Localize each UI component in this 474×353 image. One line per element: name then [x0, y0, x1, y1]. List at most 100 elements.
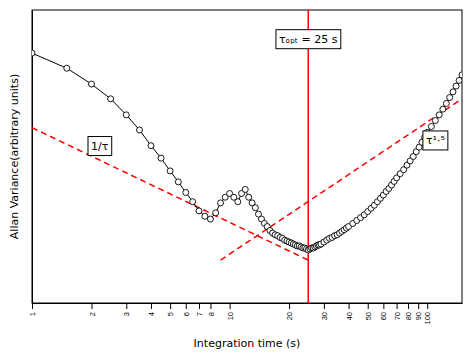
x-tick: 4 — [147, 303, 156, 316]
annotation-box — [276, 30, 341, 49]
x-tick-mark — [91, 303, 92, 309]
x-tick-mark — [210, 303, 211, 309]
x-tick-label: 80 — [404, 312, 413, 320]
annotation: τ¹·⁵ — [423, 131, 448, 150]
data-point — [235, 199, 241, 205]
data-point — [175, 179, 181, 185]
data-point — [137, 127, 143, 133]
data-point — [88, 81, 94, 87]
annotation-text: τₒₚₜ = 25 s — [279, 33, 338, 46]
x-tick-label: 70 — [393, 312, 402, 320]
x-tick: 1 — [28, 303, 37, 316]
x-tick-label: 20 — [285, 312, 294, 320]
x-tick-mark — [368, 303, 369, 309]
x-tick: 2 — [88, 303, 97, 316]
y-axis-title: Allan Variance(arbitrary units) — [8, 74, 21, 239]
x-tick: 3 — [122, 303, 131, 316]
data-point — [202, 213, 208, 219]
x-tick-mark — [349, 303, 350, 309]
annotation-text: τ¹·⁵ — [426, 134, 445, 147]
x-tick-label: 2 — [88, 312, 97, 316]
x-tick-mark — [170, 303, 171, 309]
x-tick-mark — [151, 303, 152, 309]
x-tick: 80 — [404, 303, 413, 320]
x-tick: 50 — [364, 303, 373, 320]
data-point — [456, 77, 462, 83]
vertical-line — [307, 10, 309, 303]
x-tick: 90 — [414, 303, 423, 320]
x-axis: 1 2 3 4 5 678 10 20 30 40 50 60 708090100 — [28, 303, 462, 325]
x-tick: 10 — [226, 303, 235, 320]
x-tick: 5 — [166, 303, 175, 316]
data-point — [428, 124, 434, 130]
x-tick-mark — [186, 303, 187, 309]
chart: 1 2 3 4 5 678 10 20 30 40 50 60 708090100 τₒₚₜ = 25 s… — [0, 0, 474, 353]
plot: 1 2 3 4 5 678 10 20 30 40 50 60 708090100 τₒₚₜ = 25 s… — [8, 10, 465, 350]
x-tick-label: 60 — [379, 312, 388, 320]
x-tick-label: 1 — [28, 312, 37, 316]
x-tick: 8 — [207, 303, 216, 316]
x-tick-mark — [199, 303, 200, 309]
x-tick-mark — [383, 303, 384, 309]
data-point — [218, 200, 224, 206]
x-tick-label: 8 — [207, 312, 216, 316]
x-tick-label: 5 — [166, 312, 175, 316]
data-point — [32, 50, 35, 56]
data-point — [242, 186, 248, 192]
x-tick: 40 — [345, 303, 354, 320]
data-point — [436, 112, 442, 118]
x-tick: 70 — [393, 303, 402, 320]
data-point — [213, 210, 219, 216]
data-point — [453, 83, 459, 89]
data-point — [440, 106, 446, 112]
x-tick-mark — [230, 303, 231, 309]
data-point — [190, 199, 196, 205]
data-point — [196, 208, 202, 214]
x-tick-mark — [126, 303, 127, 309]
x-tick-label: 4 — [147, 312, 156, 316]
x-tick-label: 7 — [195, 312, 204, 316]
data-point — [64, 65, 70, 71]
data-point — [246, 194, 252, 200]
x-tick-label: 6 — [182, 312, 191, 316]
x-tick-mark — [418, 303, 419, 309]
data-point — [459, 72, 462, 78]
x-tick-label: 3 — [122, 312, 131, 316]
x-tick-label: 50 — [364, 312, 373, 320]
data-point — [183, 189, 189, 195]
x-tick: 30 — [320, 303, 329, 320]
x-axis-line — [33, 303, 463, 304]
x-tick: 20 — [285, 303, 294, 320]
x-tick-mark — [427, 303, 428, 309]
annotation-text: 1/τ — [91, 140, 109, 153]
x-tick-mark — [408, 303, 409, 309]
data-point — [447, 95, 453, 101]
x-tick: 60 — [379, 303, 388, 320]
x-tick-label: 40 — [345, 312, 354, 320]
data-point — [450, 89, 456, 95]
x-tick-mark — [397, 303, 398, 309]
data-line — [32, 53, 462, 250]
x-tick-label: 10 — [226, 312, 235, 320]
x-tick-mark — [289, 303, 290, 309]
x-tick-label: 100 — [423, 312, 432, 325]
annotation-box — [423, 131, 448, 150]
data-area — [32, 10, 462, 303]
plot-frame — [32, 10, 462, 303]
annotation: τₒₚₜ = 25 s — [276, 30, 341, 49]
x-tick: 6 — [182, 303, 191, 316]
x-tick: 7 — [195, 303, 204, 316]
data-point — [432, 118, 438, 124]
data-point — [443, 100, 449, 106]
x-tick-label: 90 — [414, 312, 423, 320]
x-tick-mark — [32, 303, 33, 309]
data-point — [207, 216, 213, 222]
data-point — [252, 205, 258, 211]
data-point — [158, 155, 164, 161]
dashed-line — [221, 99, 462, 260]
data-point — [167, 168, 173, 174]
annotation-box — [88, 137, 112, 156]
data-point — [108, 96, 114, 102]
x-tick: 100 — [423, 303, 432, 325]
x-axis-title: Integration time (s) — [194, 337, 301, 350]
